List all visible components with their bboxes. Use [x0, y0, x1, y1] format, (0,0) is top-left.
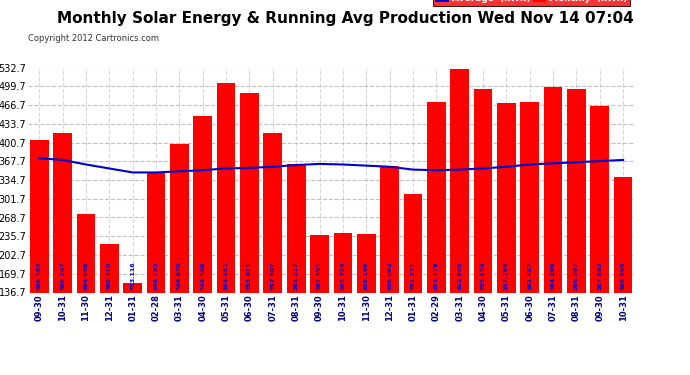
Text: 352.603: 352.603 — [457, 261, 462, 290]
Bar — [124, 283, 142, 370]
Text: 353.116: 353.116 — [130, 261, 135, 290]
Bar — [147, 172, 166, 370]
Bar — [30, 140, 48, 370]
Bar — [100, 244, 119, 370]
Text: 361.217: 361.217 — [294, 261, 299, 290]
Text: 361.487: 361.487 — [527, 261, 532, 290]
Bar — [77, 214, 95, 370]
Bar — [53, 133, 72, 370]
Bar — [310, 235, 329, 370]
Text: 351.478: 351.478 — [434, 261, 439, 290]
Text: 366.945: 366.945 — [620, 261, 626, 290]
Text: 361.351: 361.351 — [317, 261, 322, 290]
Text: 357.807: 357.807 — [270, 261, 275, 290]
Text: Monthly Solar Energy & Running Avg Production Wed Nov 14 07:04: Monthly Solar Energy & Running Avg Produ… — [57, 11, 633, 26]
Text: 357.764: 357.764 — [504, 261, 509, 290]
Text: 348.793: 348.793 — [154, 261, 159, 290]
Bar — [217, 83, 235, 370]
Bar — [473, 89, 493, 370]
Bar — [427, 102, 446, 370]
Bar — [264, 133, 282, 370]
Bar — [380, 166, 399, 370]
Bar — [240, 93, 259, 370]
Text: 356.062: 356.062 — [387, 261, 392, 290]
Text: 360.310: 360.310 — [107, 261, 112, 290]
Text: 366.097: 366.097 — [574, 261, 579, 290]
Text: 359.196: 359.196 — [364, 261, 368, 290]
Bar — [614, 177, 633, 370]
Bar — [520, 102, 539, 370]
Bar — [357, 234, 375, 370]
Text: 366.247: 366.247 — [60, 261, 65, 290]
Bar — [404, 194, 422, 370]
Bar — [170, 144, 189, 370]
Text: 353.911: 353.911 — [247, 261, 252, 290]
Bar — [333, 232, 352, 370]
Bar — [591, 106, 609, 370]
Bar — [451, 69, 469, 370]
Bar — [567, 89, 586, 370]
Text: 361.724: 361.724 — [340, 261, 346, 290]
Text: 349.970: 349.970 — [177, 261, 182, 290]
Legend: Average  (kWh), Monthly  (kWh): Average (kWh), Monthly (kWh) — [433, 0, 630, 6]
Bar — [287, 165, 306, 370]
Text: 366.363: 366.363 — [37, 261, 42, 290]
Text: 355.134: 355.134 — [480, 261, 486, 290]
Bar — [497, 103, 515, 370]
Text: 351.721: 351.721 — [411, 261, 415, 290]
Text: 367.893: 367.893 — [598, 261, 602, 290]
Text: 364.299: 364.299 — [551, 261, 555, 290]
Text: 354.351: 354.351 — [224, 261, 228, 290]
Bar — [544, 87, 562, 370]
Text: 349.508: 349.508 — [200, 261, 205, 290]
Text: Copyright 2012 Cartronics.com: Copyright 2012 Cartronics.com — [28, 34, 159, 43]
Bar — [193, 116, 212, 370]
Text: 364.908: 364.908 — [83, 261, 88, 290]
